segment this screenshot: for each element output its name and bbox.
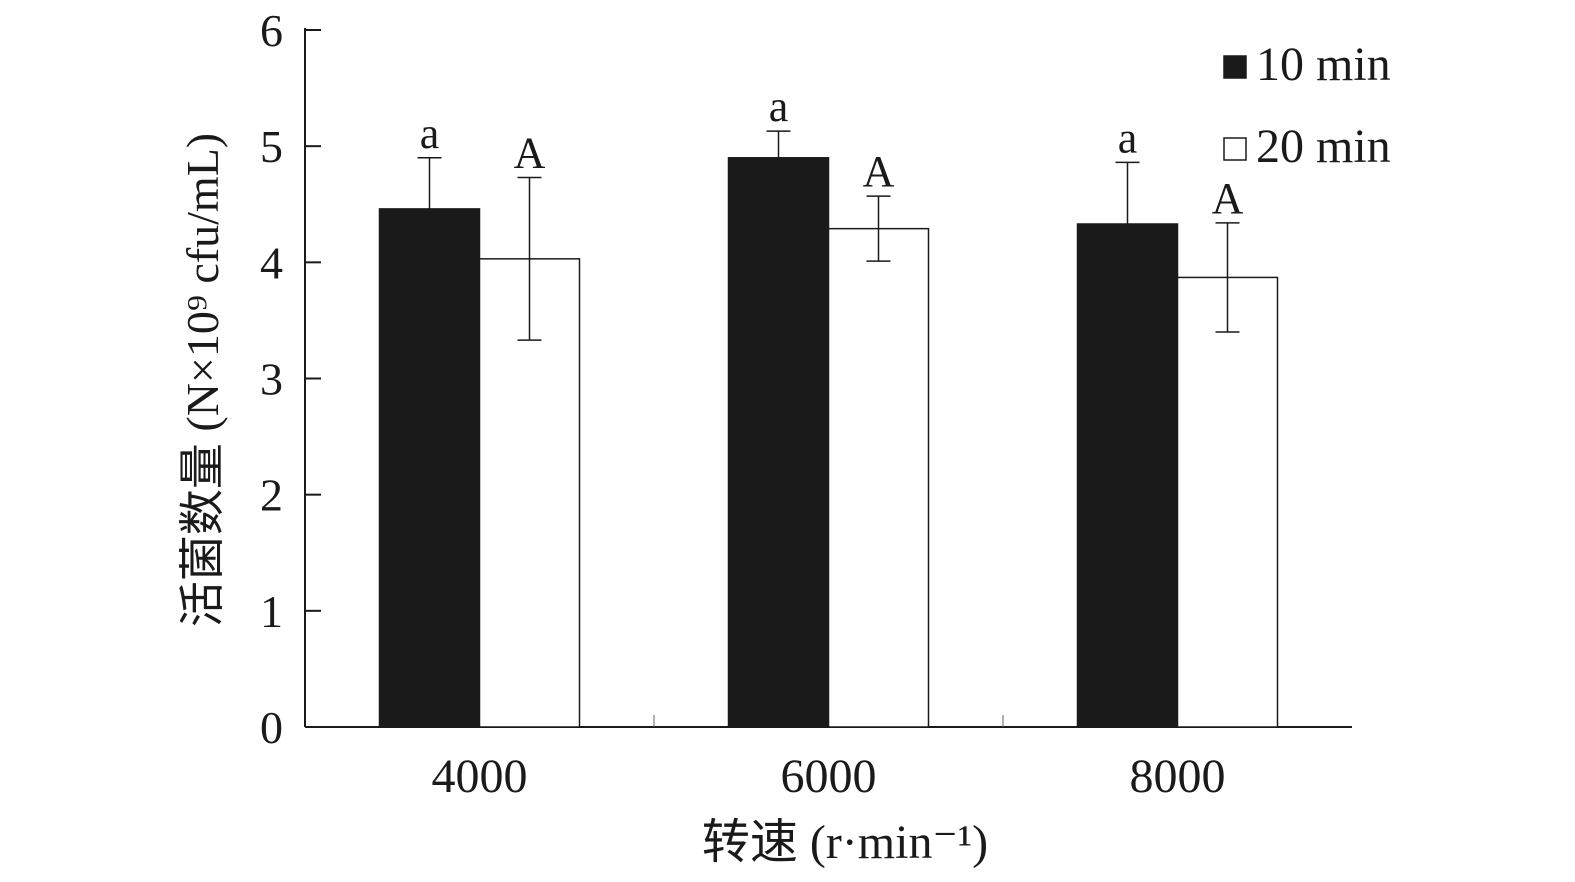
y-tick-label: 3 xyxy=(260,354,283,405)
y-tick-label: 4 xyxy=(260,237,283,288)
significance-label: a xyxy=(1118,113,1138,162)
y-tick-label: 6 xyxy=(260,5,283,56)
x-axis-title: 转速 (r·min⁻¹) xyxy=(702,816,988,869)
y-tick-label: 1 xyxy=(260,586,283,637)
bar-series2-8000 xyxy=(1176,276,1279,728)
bar-series1-8000 xyxy=(1076,223,1179,728)
significance-label: a xyxy=(420,109,440,158)
y-axis-title: 活菌数量 (N×10⁹ cfu/mL) xyxy=(177,133,228,627)
error-bars xyxy=(417,130,1240,341)
legend-label-series2: 20 min xyxy=(1256,120,1391,173)
bar-series1-6000 xyxy=(727,157,830,728)
legend: 10 min 20 min xyxy=(1223,38,1391,173)
bars xyxy=(378,157,1279,728)
legend-label-series1: 10 min xyxy=(1256,38,1391,91)
x-tick-label: 8000 xyxy=(1130,750,1226,803)
bar-series2-6000 xyxy=(827,227,930,728)
legend-swatch-series1 xyxy=(1223,55,1247,79)
significance-label: a xyxy=(769,82,789,131)
y-tick-label: 5 xyxy=(260,121,283,172)
y-tick-label: 0 xyxy=(260,702,283,753)
significance-label: A xyxy=(1212,174,1244,223)
x-tick-label: 4000 xyxy=(432,750,528,803)
significance-label: A xyxy=(514,129,546,178)
significance-labels: a Aa Aa A xyxy=(420,82,1244,223)
x-tick-label: 6000 xyxy=(781,750,877,803)
tick-labels: 0 1 2 3 4 5 6 4000 6000 8000 xyxy=(260,5,1226,803)
legend-swatch-series2 xyxy=(1223,137,1247,161)
y-tick-label: 2 xyxy=(260,470,283,521)
bar-series1-4000 xyxy=(378,208,481,728)
significance-label: A xyxy=(863,147,895,196)
